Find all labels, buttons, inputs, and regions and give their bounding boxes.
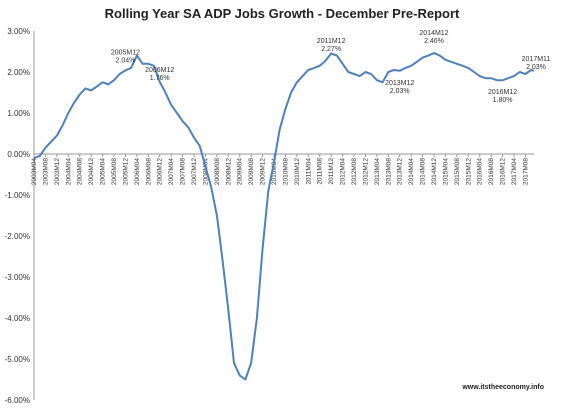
x-tick-label: 2014M08	[420, 158, 427, 185]
y-tick-label: 3.00%	[7, 27, 30, 36]
series-line	[33, 52, 535, 381]
x-tick-label: 2012M08	[351, 158, 358, 185]
x-tick-label: 2004M04	[65, 158, 72, 185]
x-tick-label: 2013M04	[374, 158, 381, 185]
source-label: www.itstheeconomy.info	[461, 384, 544, 391]
x-tick-label: 2006M12	[157, 158, 164, 185]
y-tick-label: -1.00%	[5, 191, 30, 200]
x-tick-label: 2005M04	[100, 158, 107, 185]
x-tick-label: 2006M04	[134, 158, 141, 185]
annotations: 2005M12 2.04% 2006M12 1.76% 2011M12 2.27% 2013…	[111, 30, 551, 104]
y-axis: 3.00% 2.00% 1.00% 0.00% -1.00% -2.00% -3.00% -4…	[5, 27, 35, 405]
x-tick-label: 2004M08	[77, 158, 84, 185]
annotation-label: 2006M12 1.76%	[145, 67, 174, 82]
x-tick-label: 2016M08	[488, 158, 495, 185]
y-tick-label: 2.00%	[7, 68, 30, 77]
y-tick-label: -3.00%	[5, 273, 30, 282]
x-tick-label: 2007M08	[180, 158, 187, 185]
x-tick-label: 2016M04	[477, 158, 484, 185]
x-tick-label: 2010M04	[271, 158, 278, 185]
x-tick-label: 2011M12	[328, 158, 335, 185]
chart-title: Rolling Year SA ADP Jobs Growth - Decemb…	[105, 6, 460, 21]
annotation-label: 2017M11 2.03%	[522, 56, 551, 71]
x-tick-label: 2010M08	[282, 158, 289, 185]
x-tick-label: 2004M12	[88, 158, 95, 185]
x-tick-label: 2017M08	[522, 158, 529, 185]
x-tick-label: 2006M08	[145, 158, 152, 185]
x-tick-label: 2015M08	[454, 158, 461, 185]
x-tick-label: 2014M12	[431, 158, 438, 185]
y-tick-label: -5.00%	[5, 355, 30, 364]
annotation-label: 2005M12 2.04%	[111, 49, 140, 64]
x-tick-label: 2005M12	[122, 158, 129, 185]
x-tick-label: 2016M12	[500, 158, 507, 185]
y-tick-label: 1.00%	[7, 109, 30, 118]
x-tick-label: 2008M12	[225, 158, 232, 185]
x-tick-label: 2012M12	[362, 158, 369, 185]
y-tick-label: -2.00%	[5, 232, 30, 241]
y-tick-label: 0.00%	[7, 150, 30, 159]
x-tick-label: 2007M04	[168, 158, 175, 185]
x-tick-label: 2015M04	[442, 158, 449, 185]
x-tick-label: 2011M04	[305, 158, 312, 185]
x-tick-label: 2015M12	[465, 158, 472, 185]
x-tick-label: 2010M12	[294, 158, 301, 185]
annotation-label: 2011M12 2.27%	[317, 38, 346, 53]
annotation-label: 2013M12 2.03%	[385, 80, 414, 95]
annotation-label: 2014M12 2.46%	[419, 30, 448, 45]
x-tick-label: 2017M04	[511, 158, 518, 185]
x-tick-label: 2014M04	[408, 158, 415, 185]
y-tick-label: -6.00%	[5, 396, 30, 405]
x-tick-label: 2003M04	[31, 158, 38, 185]
x-axis: 2003M04 2003M08 2003M12 2004M04 2004M08 2004M…	[31, 153, 534, 185]
x-tick-label: 2008M08	[214, 158, 221, 185]
x-tick-label: 2003M08	[42, 158, 49, 185]
x-tick-label: 2003M12	[54, 158, 61, 185]
annotation-label: 2016M12 1.80%	[488, 89, 517, 104]
x-tick-label: 2005M08	[111, 158, 118, 185]
x-tick-label: 2009M08	[248, 158, 255, 185]
x-tick-label: 2013M08	[385, 158, 392, 185]
x-tick-label: 2007M12	[191, 158, 198, 185]
x-tick-label: 2012M04	[340, 158, 347, 185]
x-tick-label: 2013M12	[397, 158, 404, 185]
x-tick-label: 2009M04	[237, 158, 244, 185]
x-tick-label: 2011M08	[317, 158, 324, 185]
y-tick-label: -4.00%	[5, 314, 30, 323]
x-tick-label: 2009M12	[260, 158, 267, 185]
